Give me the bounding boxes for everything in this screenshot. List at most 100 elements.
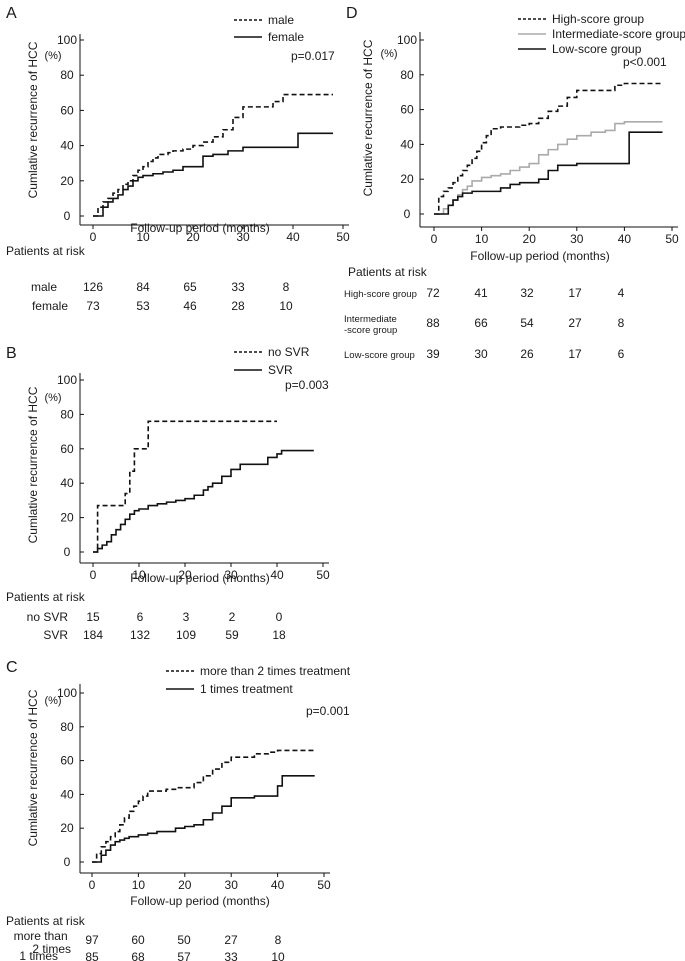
risk-table-title: Patients at risk <box>348 265 428 279</box>
x-tick-label: 40 <box>270 568 284 582</box>
risk-row-label: no SVR <box>27 610 69 624</box>
legend-label-more-than-2: more than 2 times treatment <box>200 664 351 678</box>
risk-row-label: High-score group <box>344 289 417 300</box>
risk-row-label: Intermediate -score group <box>344 314 399 336</box>
legend: more than 2 times treatment 1 times trea… <box>166 664 351 696</box>
panel-b: B Cumlative recurrence of HCC (%) p=0.00… <box>6 345 330 642</box>
legend: no SVR SVR <box>234 345 310 377</box>
risk-cell: 85 <box>85 950 99 961</box>
risk-cell: 72 <box>426 286 440 300</box>
x-axis-label: Follow-up period (months) <box>470 249 609 263</box>
x-tick-label: 30 <box>570 232 584 246</box>
y-tick-label: 80 <box>60 407 74 421</box>
x-tick-label: 20 <box>523 232 537 246</box>
y-tick-label: 60 <box>400 103 414 117</box>
risk-cell: 97 <box>85 933 99 947</box>
legend-label-no-svr: no SVR <box>268 345 310 359</box>
series-intermediate-score-group <box>434 120 663 215</box>
series-no-svr <box>93 420 277 553</box>
panel-a: A Cumlative recurrence of HCC (%) p=0.01… <box>6 5 350 313</box>
risk-cells: 72 41 32 17 4 88 66 54 27 8 39 30 26 17 6 <box>426 286 624 361</box>
x-tick-label: 50 <box>665 232 679 246</box>
risk-cell: 17 <box>568 347 582 361</box>
y-tick-label: 20 <box>60 511 74 525</box>
y-tick-label: 20 <box>400 172 414 186</box>
x-tick-label: 10 <box>136 230 150 244</box>
x-tick-label: 30 <box>224 568 238 582</box>
risk-cell: 39 <box>426 347 440 361</box>
risk-row-label: male <box>31 280 57 294</box>
y-tick-label: 20 <box>60 174 74 188</box>
curves <box>434 82 663 215</box>
x-tick-label: 20 <box>178 878 192 892</box>
p-value: p=0.001 <box>306 704 350 718</box>
x-tick-label: 40 <box>286 230 300 244</box>
y-tick-label: 0 <box>64 855 71 869</box>
risk-cell: 8 <box>283 280 290 294</box>
x-tick-label: 0 <box>431 232 438 246</box>
risk-cell: 68 <box>131 950 145 961</box>
risk-cell: 126 <box>83 280 103 294</box>
risk-row-label: 1 times <box>19 949 58 961</box>
risk-cell: 32 <box>520 286 534 300</box>
series-more-than-2-times-treatment <box>92 749 315 863</box>
risk-cell: 66 <box>474 316 488 330</box>
x-tick-label: 20 <box>186 230 200 244</box>
y-tick-label: 60 <box>60 442 74 456</box>
risk-table-title: Patients at risk <box>6 914 86 928</box>
risk-cells: 126 84 65 33 8 73 53 46 28 10 <box>83 280 293 313</box>
legend-label-intermediate: Intermediate-score group <box>552 27 685 41</box>
risk-row-label: Low-score group <box>344 350 415 361</box>
x-tick-label: 50 <box>317 878 331 892</box>
risk-cell: 109 <box>176 628 196 642</box>
risk-cell: 184 <box>83 628 103 642</box>
risk-cell: 33 <box>231 280 245 294</box>
panel-c: C Cumlative recurrence of HCC (%) p=0.00… <box>6 659 351 961</box>
risk-cells: 15 6 3 2 0 184 132 109 59 18 <box>83 610 286 642</box>
y-tick-label: 20 <box>60 821 74 835</box>
risk-cell: 18 <box>272 628 286 642</box>
panel-letter-c: C <box>6 659 18 676</box>
risk-cell: 28 <box>231 299 245 313</box>
curves <box>92 749 315 863</box>
series-male <box>93 93 333 217</box>
risk-row-label: female <box>32 299 68 313</box>
risk-cell: 50 <box>177 933 191 947</box>
x-tick-label: 30 <box>225 878 239 892</box>
risk-cell: 65 <box>183 280 197 294</box>
y-tick-label: 100 <box>57 373 77 387</box>
y-tick-label: 0 <box>64 209 71 223</box>
y-unit-label: (%) <box>44 392 61 404</box>
legend-label-svr: SVR <box>268 363 293 377</box>
x-tick-label: 10 <box>132 568 146 582</box>
risk-row-label-line1: Intermediate <box>344 314 397 325</box>
axes: 0 20 40 60 80 100 0 10 20 30 40 50 <box>57 373 330 582</box>
risk-cells: 97 60 50 27 8 85 68 57 33 10 <box>85 933 285 961</box>
y-tick-label: 40 <box>60 476 74 490</box>
risk-row-label-line2: 2 times <box>32 942 71 956</box>
legend-label-female: female <box>268 30 304 44</box>
panel-letter-a: A <box>6 5 17 22</box>
series-1-times-treatment <box>92 775 315 863</box>
y-tick-label: 0 <box>64 545 71 559</box>
curves <box>93 420 314 553</box>
axes: 0 20 40 60 80 100 0 10 20 30 40 50 <box>57 33 350 244</box>
y-tick-label: 60 <box>60 103 74 117</box>
x-tick-label: 0 <box>90 568 97 582</box>
risk-cell: 30 <box>474 347 488 361</box>
y-axis-label: Cumlative recurrence of HCC <box>26 689 40 846</box>
risk-row-label: more than 2 times <box>14 929 71 956</box>
legend: High-score group Intermediate-score grou… <box>518 12 685 56</box>
risk-cell: 8 <box>275 933 282 947</box>
risk-cell: 46 <box>183 299 197 313</box>
legend-label-low: Low-score group <box>552 42 642 56</box>
risk-row-label-line2: -score group <box>344 325 397 336</box>
risk-cell: 4 <box>618 286 625 300</box>
risk-cell: 8 <box>618 316 625 330</box>
risk-cell: 60 <box>131 933 145 947</box>
risk-cell: 26 <box>520 347 534 361</box>
x-tick-label: 50 <box>336 230 350 244</box>
risk-cell: 3 <box>183 610 190 624</box>
risk-row-label-line1: more than <box>14 929 68 943</box>
